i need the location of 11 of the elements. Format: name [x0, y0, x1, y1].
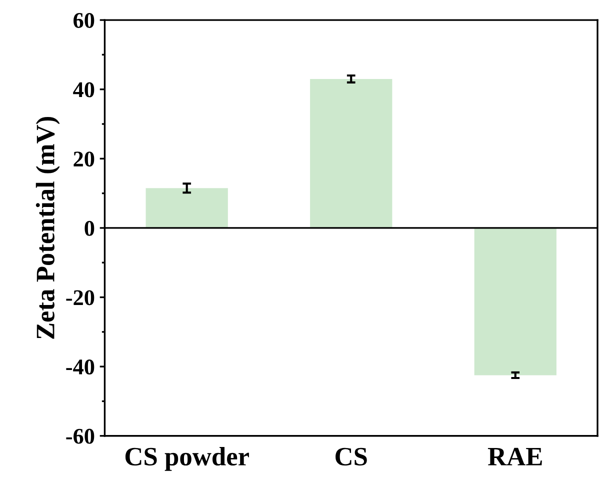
x-tick-label: CS	[336, 448, 367, 466]
y-axis-title: Zeta Potential (mV)	[36, 116, 60, 339]
x-tick-label: CS powder	[125, 446, 249, 471]
y-tick-label: 20	[74, 152, 94, 167]
y-tick-label: 40	[73, 82, 94, 98]
y-tick-label: -60	[66, 428, 94, 444]
y-tick-label: -40	[66, 359, 94, 374]
x-tick-label: RAE	[488, 448, 542, 466]
y-tick-label: -20	[66, 290, 94, 306]
y-tick-label: 0	[84, 220, 94, 236]
y-tick-label: 60	[74, 12, 94, 28]
